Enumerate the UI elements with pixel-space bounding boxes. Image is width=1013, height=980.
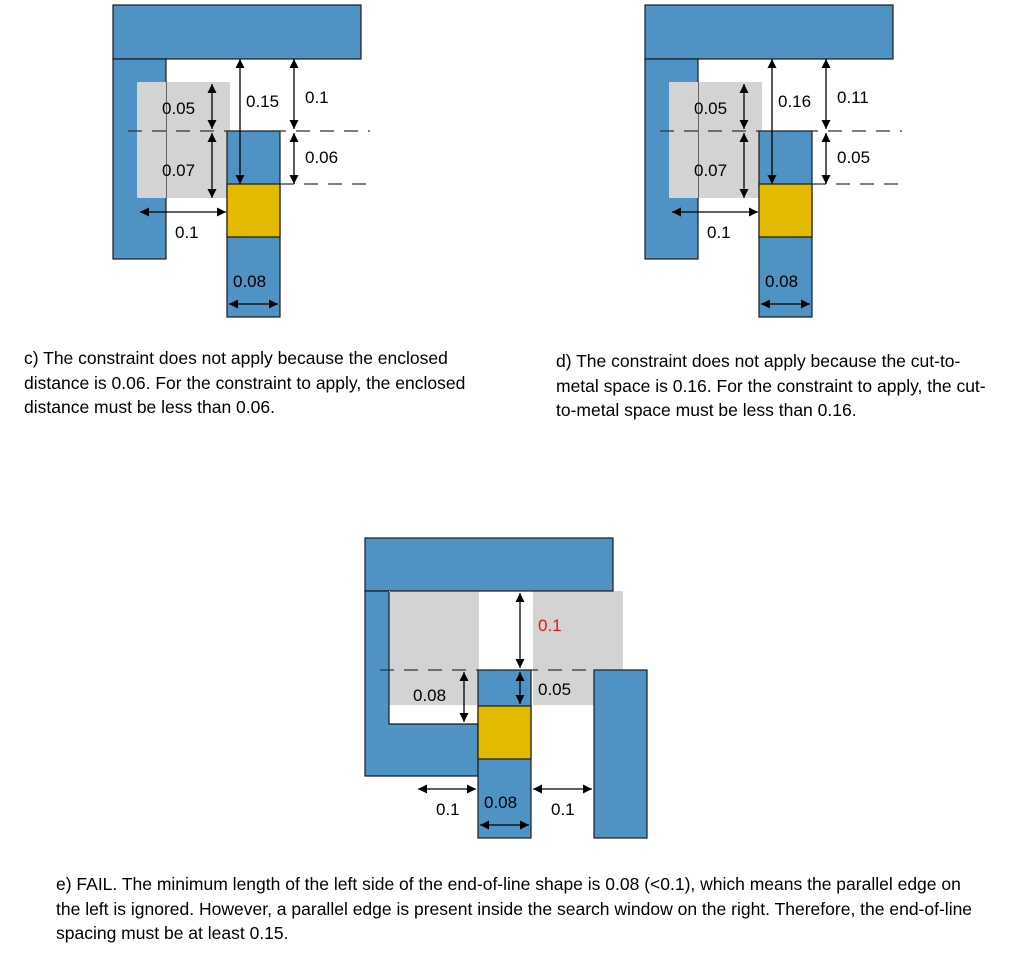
dimension-label: 0.06 [305,148,338,167]
dimension-label: 0.05 [837,148,870,167]
dimension-label: 0.05 [538,680,571,699]
dimension-label: 0.1 [305,88,329,107]
dimension-label: 0.1 [551,800,575,819]
panel-e: 0.1 0.08 0.05 0.1 0.08 0.1 [364,537,648,839]
dimension-label: 0.16 [778,92,811,111]
dimension-label: 0.08 [413,686,446,705]
cut-shape [226,183,281,238]
dimension-label: 0.1 [707,223,731,242]
dimension-label: 0.08 [233,272,266,291]
top-metal-shape [644,4,894,60]
dimension-label-highlighted: 0.1 [538,616,562,635]
dimension-label: 0.07 [694,161,727,180]
search-window-overlap [669,82,698,198]
dimension-label: 0.15 [246,92,279,111]
panel-d: 0.05 0.07 0.16 0.11 0.05 0.1 0.08 [644,4,902,318]
dimension-label: 0.05 [162,99,195,118]
cut-shape [477,705,532,760]
dimension-label: 0.1 [175,223,199,242]
dimension-label: 0.07 [162,161,195,180]
search-window-edge [389,591,390,592]
top-metal-shape [364,537,614,592]
top-metal-shape [112,4,362,60]
dimension-label: 0.05 [694,99,727,118]
caption-panel-d: d) The constraint does not apply because… [556,351,986,420]
dimension-label: 0.08 [484,793,517,812]
search-window-overlap [137,82,166,198]
caption-panel-c: c) The constraint does not apply because… [24,348,466,417]
caption-panel-e: e) FAIL. The minimum length of the left … [56,874,973,943]
panel-c: 0.05 0.07 0.15 0.1 0.06 0.1 0.08 [112,4,370,318]
cut-shape [758,183,813,238]
diagram-canvas: 0.05 0.07 0.15 0.1 0.06 0.1 0.08 0.05 0.… [112,4,902,839]
dimension-label: 0.1 [436,800,460,819]
right-metal-shape [593,669,648,839]
dimension-label: 0.08 [765,272,798,291]
dimension-label: 0.11 [837,88,869,107]
